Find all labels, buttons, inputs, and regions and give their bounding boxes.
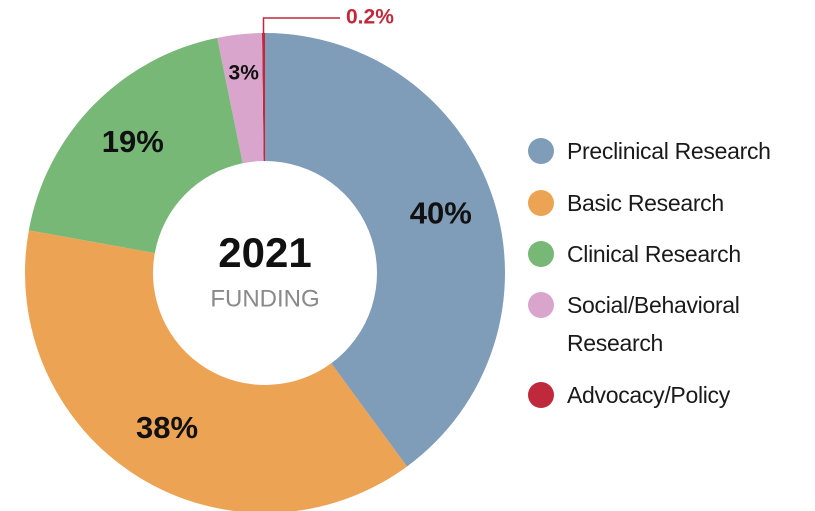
legend-item: Clinical Research [528,235,778,273]
legend-item: Preclinical Research [528,132,778,170]
slice-label: 3% [229,62,260,85]
legend-label: Clinical Research [567,241,741,267]
legend-label: Basic Research [567,190,724,216]
slice-label: 38% [136,410,198,445]
legend-label: Preclinical Research [567,138,771,164]
legend-marker [528,190,554,216]
slice-label: 0.2% [346,6,394,29]
legend-marker [528,292,554,318]
center-title: 2021 [218,229,311,276]
legend-item: Basic Research [528,184,778,222]
center-subtitle: FUNDING [210,285,319,312]
slice-label: 40% [410,196,472,231]
legend-item: Social/Behavioral Research [528,286,778,362]
slice-label: 19% [102,124,164,159]
legend-label: Social/Behavioral Research [567,292,740,356]
legend-label: Advocacy/Policy [567,382,730,408]
leader-line [262,17,340,34]
legend-marker [528,138,554,164]
legend-marker [528,382,554,408]
slice [25,230,408,511]
legend-item: Advocacy/Policy [528,376,778,414]
slice [265,33,506,467]
slice [217,33,264,164]
slice [28,37,243,254]
slice [261,33,265,162]
legend-marker [528,241,554,267]
